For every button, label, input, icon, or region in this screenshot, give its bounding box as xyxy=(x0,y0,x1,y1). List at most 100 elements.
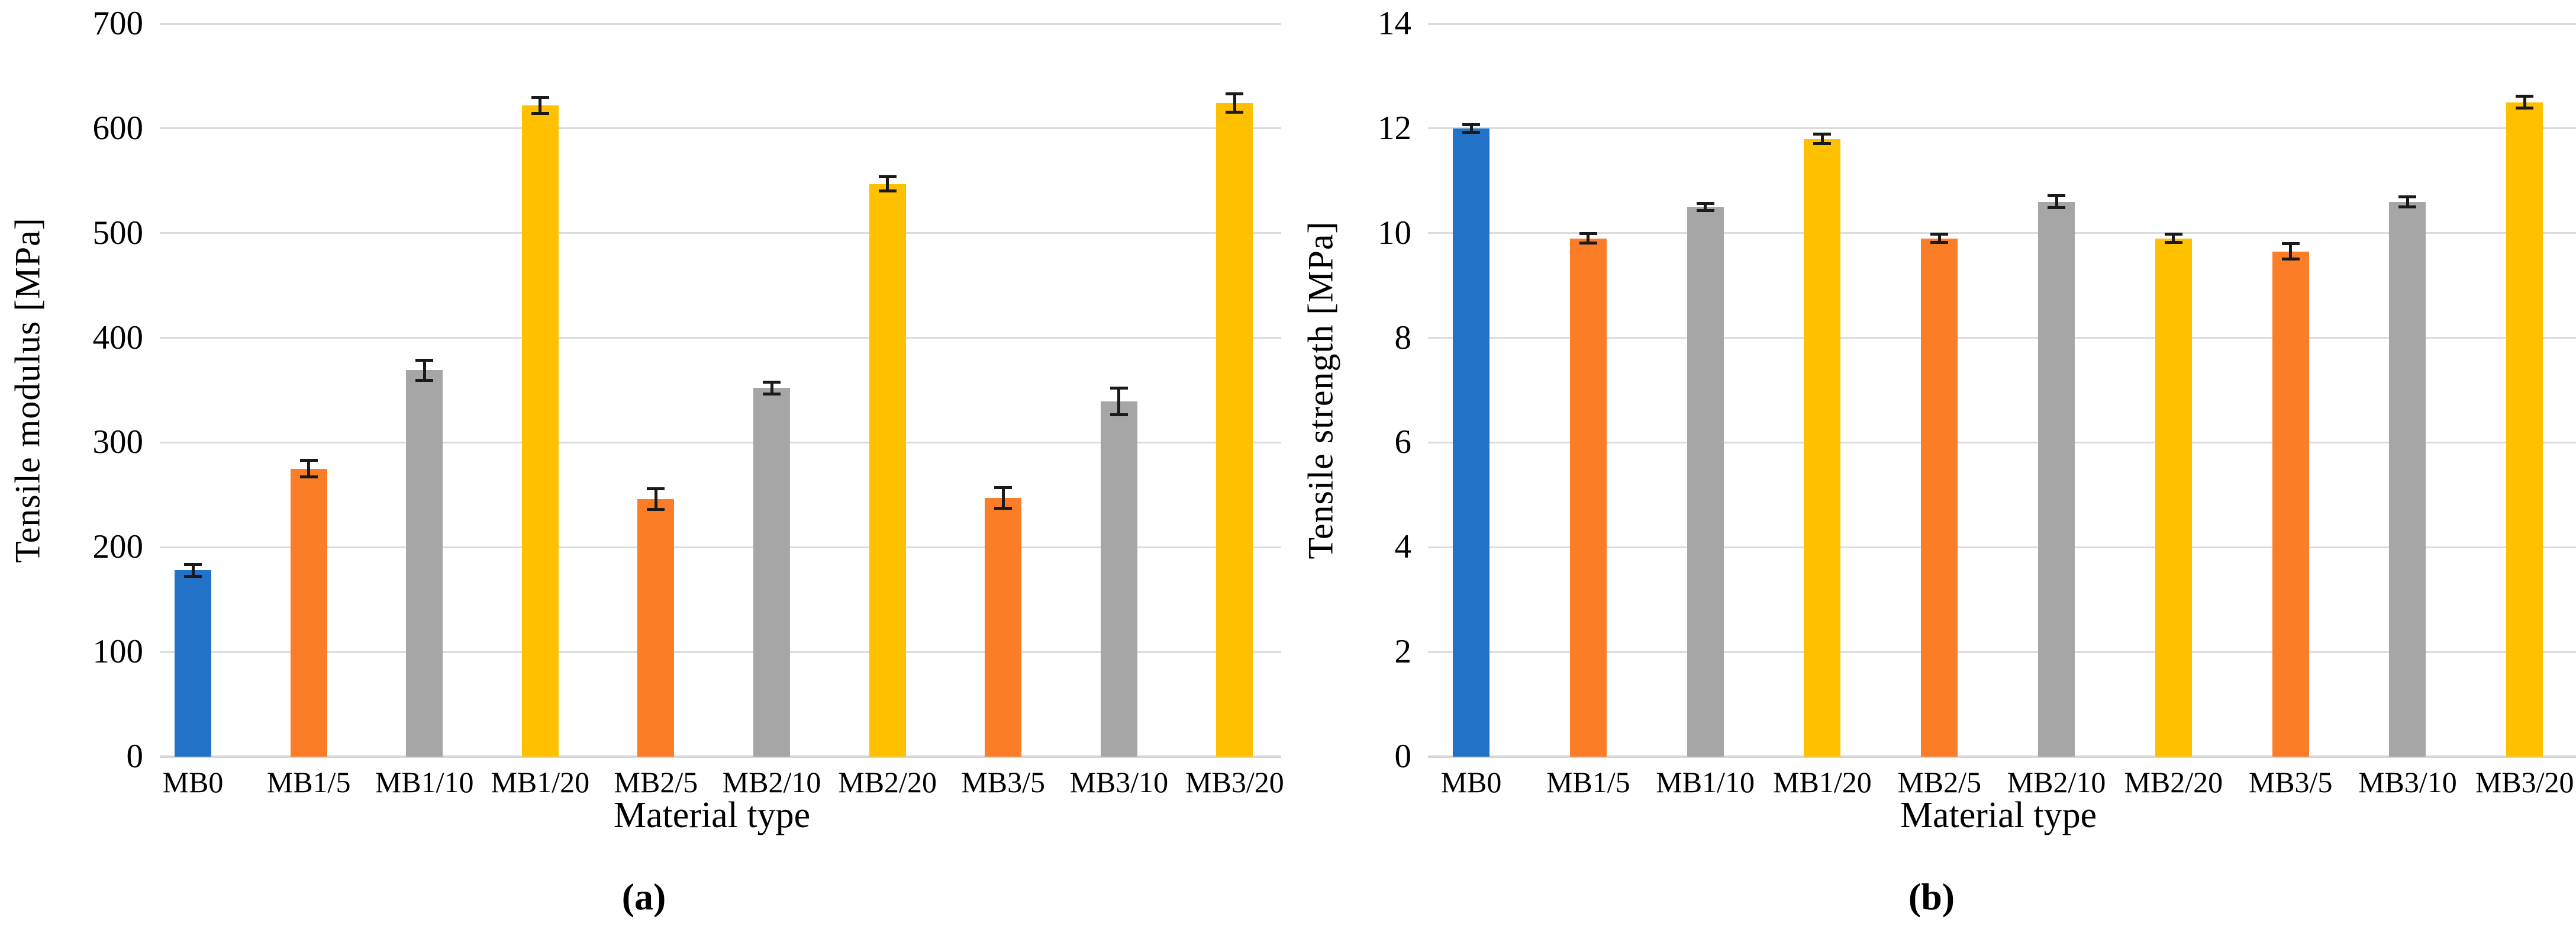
chart-a-error-cap-top-MB1/10 xyxy=(415,358,434,362)
chart-a-y-tick-700: 700 xyxy=(92,5,144,42)
chart-a-y-tick-500: 500 xyxy=(92,214,144,252)
chart-b-gridline-8 xyxy=(1428,337,2576,339)
chart-b-x-tick-MB3/10: MB3/10 xyxy=(2358,766,2457,799)
chart-a-x-tick-MB1/5: MB1/5 xyxy=(266,766,351,799)
chart-b-x-tick-MB2/10: MB2/10 xyxy=(2007,766,2106,799)
caption-b: (b) xyxy=(1908,875,1955,919)
chart-a-error-bar-MB1/20 xyxy=(539,97,542,114)
chart-a-error-cap-top-MB1/5 xyxy=(299,459,318,462)
chart-b-bar-MB2/10 xyxy=(2038,201,2075,757)
chart-a-x-tick-MB1/20: MB1/20 xyxy=(491,766,590,799)
chart-b-bar-MB1/5 xyxy=(1569,238,1607,757)
chart-a-bar-MB1/10 xyxy=(406,370,443,757)
chart-a-x-tick-MB2/5: MB2/5 xyxy=(614,766,698,799)
chart-b-bar-MB1/20 xyxy=(1804,139,1841,757)
chart-a-error-cap-top-MB0 xyxy=(184,562,202,566)
chart-b-x-tick-MB1/20: MB1/20 xyxy=(1773,766,1872,799)
chart-a-gridline-500 xyxy=(160,232,1281,234)
chart-b-x-axis-line xyxy=(1428,755,2576,758)
chart-a-error-cap-bottom-MB3/5 xyxy=(994,506,1013,510)
chart-b-gridline-2 xyxy=(1428,651,2576,653)
chart-a-error-cap-top-MB3/20 xyxy=(1226,92,1244,96)
chart-a-error-cap-bottom-MB3/10 xyxy=(1110,413,1128,417)
chart-b-error-bar-MB3/5 xyxy=(2289,243,2293,259)
chart-a-bar-MB2/20 xyxy=(869,184,906,757)
chart-b-error-cap-bottom-MB2/10 xyxy=(2048,206,2065,210)
chart-a-error-cap-bottom-MB2/5 xyxy=(647,507,665,511)
chart-a-bar-MB2/10 xyxy=(753,388,790,757)
chart-a-y-tick-100: 100 xyxy=(92,633,144,671)
chart-a-y-tick-600: 600 xyxy=(92,109,144,147)
chart-b-error-cap-top-MB1/10 xyxy=(1696,202,1714,205)
chart-b-y-tick-0: 0 xyxy=(1394,738,1412,775)
chart-b-x-tick-MB3/20: MB3/20 xyxy=(2475,766,2574,799)
chart-a-error-cap-top-MB3/5 xyxy=(994,486,1013,490)
chart-b-gridline-12 xyxy=(1428,127,2576,130)
chart-a-error-bar-MB0 xyxy=(191,564,195,577)
chart-b-y-tick-10: 10 xyxy=(1378,214,1411,252)
chart-b-gridline-10 xyxy=(1428,232,2576,234)
chart-a-bar-MB3/20 xyxy=(1216,103,1253,757)
chart-a-bar-MB2/5 xyxy=(637,499,675,757)
chart-b-bar-MB3/5 xyxy=(2272,251,2309,757)
chart-a-error-cap-top-MB2/20 xyxy=(878,175,897,179)
chart-b-error-bar-MB0 xyxy=(1469,124,1473,133)
chart-b-error-cap-top-MB1/20 xyxy=(1813,132,1832,136)
chart-a-error-cap-bottom-MB3/20 xyxy=(1226,111,1244,114)
chart-a-x-tick-MB2/10: MB2/10 xyxy=(722,766,821,799)
chart-a-y-tick-300: 300 xyxy=(92,423,144,461)
chart-b-bar-MB1/10 xyxy=(1687,207,1724,757)
chart-a-y-tick-400: 400 xyxy=(92,319,144,356)
chart-b-error-bar-MB2/20 xyxy=(2172,234,2175,243)
chart-a-bar-MB1/20 xyxy=(521,105,559,757)
chart-a-gridline-400 xyxy=(160,337,1281,339)
chart-b-error-bar-MB1/10 xyxy=(1704,203,1707,211)
caption-a: (a) xyxy=(622,875,666,919)
chart-b-y-axis-title: Tensile strength [MPa] xyxy=(1301,221,1340,559)
chart-b-bar-MB3/10 xyxy=(2389,201,2426,757)
chart-b-error-bar-MB3/20 xyxy=(2523,96,2526,109)
chart-b-x-tick-MB3/5: MB3/5 xyxy=(2248,766,2333,799)
chart-a-bar-MB3/5 xyxy=(985,498,1022,757)
caption-a-text: (a) xyxy=(621,876,666,918)
chart-b-x-tick-MB0: MB0 xyxy=(1440,766,1502,799)
chart-b-error-cap-bottom-MB2/5 xyxy=(1930,240,1949,244)
chart-b-error-bar-MB2/5 xyxy=(1937,234,1941,243)
chart-b-error-bar-MB2/10 xyxy=(2055,195,2058,208)
chart-a-error-cap-bottom-MB0 xyxy=(184,574,202,578)
chart-b-y-tick-2: 2 xyxy=(1394,633,1412,671)
chart-b-y-tick-14: 14 xyxy=(1378,5,1411,42)
chart-b-error-cap-bottom-MB3/20 xyxy=(2516,107,2534,110)
chart-b-error-cap-top-MB3/20 xyxy=(2516,95,2534,98)
chart-b-error-cap-bottom-MB3/10 xyxy=(2398,205,2417,208)
chart-a-error-bar-MB2/5 xyxy=(654,488,657,510)
chart-b-error-cap-top-MB2/10 xyxy=(2048,194,2065,198)
chart-a-error-cap-bottom-MB2/10 xyxy=(763,393,781,396)
chart-b-x-tick-MB1/5: MB1/5 xyxy=(1546,766,1630,799)
chart-a-error-bar-MB2/10 xyxy=(770,381,773,395)
chart-a-y-axis-title: Tensile modulus [MPa] xyxy=(8,217,47,563)
chart-b-error-bar-MB3/10 xyxy=(2406,196,2409,207)
chart-a-error-cap-bottom-MB1/20 xyxy=(531,112,549,115)
chart-a-x-tick-MB3/5: MB3/5 xyxy=(961,766,1046,799)
chart-b-error-cap-top-MB3/5 xyxy=(2281,242,2300,246)
chart-a-error-bar-MB1/5 xyxy=(307,460,311,477)
chart-a-error-bar-MB3/5 xyxy=(1001,487,1005,509)
chart-a-gridline-100 xyxy=(160,651,1281,653)
chart-b-error-cap-bottom-MB1/10 xyxy=(1696,208,1714,212)
chart-a-error-cap-bottom-MB1/5 xyxy=(299,475,318,478)
chart-a-x-tick-MB3/10: MB3/10 xyxy=(1069,766,1169,799)
chart-b-x-tick-MB2/20: MB2/20 xyxy=(2124,766,2223,799)
chart-a-gridline-700 xyxy=(160,22,1281,25)
chart-a-x-tick-MB2/20: MB2/20 xyxy=(838,766,937,799)
chart-a-y-tick-0: 0 xyxy=(126,738,144,775)
chart-a-gridline-600 xyxy=(160,127,1281,130)
chart-b-y-tick-4: 4 xyxy=(1394,528,1412,566)
chart-b-bar-MB0 xyxy=(1453,128,1489,757)
chart-a-error-cap-top-MB2/10 xyxy=(763,380,781,384)
chart-a-error-bar-MB3/20 xyxy=(1233,94,1236,113)
chart-b-error-cap-top-MB2/5 xyxy=(1930,233,1949,236)
chart-a-x-axis-title: Material type xyxy=(613,795,811,835)
chart-b-error-cap-top-MB3/10 xyxy=(2398,195,2417,198)
